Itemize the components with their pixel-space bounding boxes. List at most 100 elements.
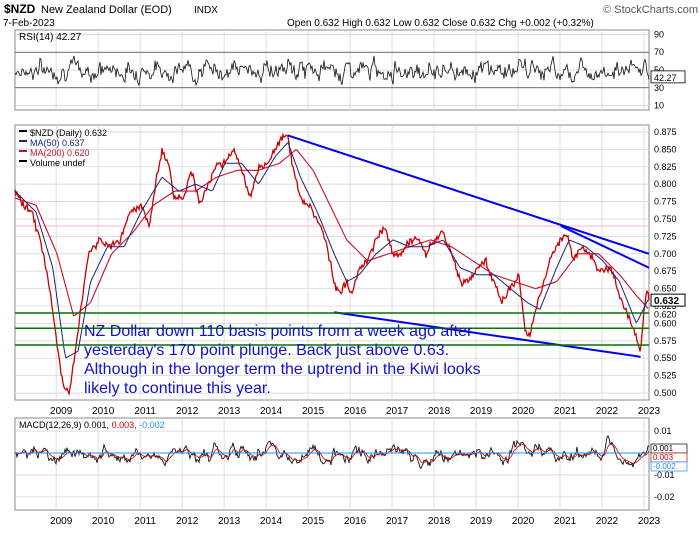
- price-x-label: 2013: [218, 406, 241, 417]
- legend-entry: MA(50) 0.637: [30, 138, 85, 148]
- annotation-line: yesterday's 170 point plunge. Back just …: [84, 342, 449, 359]
- legend-swatch: [19, 140, 27, 142]
- rsi-legend: RSI(14) 42.27: [19, 32, 82, 43]
- price-value-text: 0.632: [654, 296, 679, 307]
- price-tick-label: 0.700: [654, 249, 677, 259]
- quote-line: Open 0.632 High 0.632 Low 0.632 Close 0.…: [287, 18, 594, 29]
- watermark: © StockCharts.com: [603, 4, 698, 16]
- macd-panel: MACD(12,26,9) 0.001, 0.003, -0.002 0.01 0…: [14, 417, 688, 527]
- price-line: [14, 132, 650, 397]
- rsi-tick-label: 90: [654, 29, 664, 39]
- macd-x-label: 2021: [554, 516, 577, 527]
- ma50-line: [14, 141, 649, 359]
- price-x-label: 2018: [428, 406, 451, 417]
- macd-x-label: 2023: [638, 516, 661, 527]
- macd-value-text: -0.002: [653, 462, 676, 471]
- price-tick-label: 0.825: [654, 162, 677, 172]
- date-label: 7-Feb-2023: [3, 18, 55, 29]
- macd-legend-part: 0.003,: [112, 420, 140, 430]
- price-tick-label: 0.650: [654, 284, 677, 294]
- annotation-line: NZ Dollar down 110 basis points from a w…: [84, 323, 473, 340]
- exchange-label: INDX: [194, 5, 218, 16]
- price-x-label: 2021: [554, 406, 577, 417]
- macd-x-label: 2009: [50, 516, 73, 527]
- rsi-tick-label: 70: [654, 47, 664, 57]
- macd-x-label: 2016: [344, 516, 367, 527]
- symbol-label: $NZD: [4, 2, 36, 16]
- macd-value-text: 0.003: [653, 453, 674, 462]
- macd-legend: MACD(12,26,9) 0.001, 0.003, -0.002: [19, 420, 165, 430]
- rsi-value-text: 42.27: [654, 73, 677, 83]
- macd-signal-line: [14, 443, 650, 465]
- price-x-label: 2015: [302, 406, 325, 417]
- macd-frame: [14, 417, 650, 511]
- macd-x-label: 2022: [596, 516, 619, 527]
- price-x-label: 2017: [386, 406, 409, 417]
- price-tick-label: 0.600: [654, 318, 677, 328]
- macd-tick-label: 0.01: [654, 426, 672, 436]
- rsi-tick-label: 10: [654, 101, 664, 111]
- macd-line: [14, 434, 650, 470]
- price-x-label: 2016: [344, 406, 367, 417]
- price-x-label: 2023: [638, 406, 661, 417]
- price-x-label: 2019: [470, 406, 493, 417]
- price-tick-label: 0.800: [654, 179, 677, 189]
- macd-tick-label: -0.01: [654, 470, 675, 480]
- macd-x-label: 2018: [428, 516, 451, 527]
- macd-value-text: 0.001: [653, 444, 674, 453]
- price-x-label: 2020: [512, 406, 535, 417]
- price-tick-label: 0.750: [654, 214, 677, 224]
- macd-x-label: 2019: [470, 516, 493, 527]
- macd-x-label: 2010: [92, 516, 115, 527]
- legend-swatch: [19, 130, 27, 132]
- price-x-label: 2022: [596, 406, 619, 417]
- macd-legend-part: -0.002: [139, 420, 165, 430]
- legend-swatch: [19, 150, 27, 152]
- price-x-label: 2009: [50, 406, 73, 417]
- ma200-value-text: 0.620: [654, 309, 677, 319]
- legend-entry: MA(200) 0.620: [30, 148, 90, 158]
- macd-x-label: 2017: [386, 516, 409, 527]
- legend-swatch: [19, 160, 27, 162]
- trendline-1: [287, 134, 650, 255]
- trendline-2: [560, 225, 650, 269]
- macd-x-label: 2012: [176, 516, 199, 527]
- price-tick-label: 0.500: [654, 388, 677, 398]
- price-tick-label: 0.850: [654, 144, 677, 154]
- rsi-tick-label: 30: [654, 83, 664, 93]
- price-frame: [14, 124, 650, 401]
- price-tick-label: 0.575: [654, 336, 677, 346]
- trendline-3: [333, 311, 641, 358]
- macd-legend-part: 0.001,: [84, 420, 112, 430]
- legend-entry: Volume undef: [30, 158, 86, 168]
- macd-x-label: 2013: [218, 516, 241, 527]
- rsi-value-tag: [650, 70, 686, 84]
- price-tick-label: 0.675: [654, 266, 677, 276]
- price-tick-label: 0.550: [654, 353, 677, 363]
- macd-legend-part: MACD(12,26,9): [19, 420, 84, 430]
- instrument-name: New Zealand Dollar (EOD): [41, 4, 172, 16]
- macd-x-label: 2014: [260, 516, 283, 527]
- price-tick-label: 0.775: [654, 197, 677, 207]
- macd-x-label: 2015: [302, 516, 325, 527]
- price-tick-label: 0.725: [654, 231, 677, 241]
- price-x-label: 2014: [260, 406, 283, 417]
- annotation-line: Although in the longer term the uptrend …: [84, 361, 481, 378]
- price-tick-label: 0.875: [654, 127, 677, 137]
- price-x-label: 2011: [134, 406, 156, 417]
- macd-tick-label: -0.02: [654, 492, 675, 502]
- rsi-line: [14, 55, 650, 87]
- price-x-label: 2010: [92, 406, 115, 417]
- price-x-label: 2012: [176, 406, 199, 417]
- price-value-tag: [650, 293, 686, 307]
- price-tick-label: 0.525: [654, 371, 677, 381]
- macd-x-label: 2011: [134, 516, 156, 527]
- legend-entry: $NZD (Daily) 0.632: [30, 128, 107, 138]
- rsi-tick-label: 50: [654, 65, 664, 75]
- macd-value-tag: [650, 461, 688, 472]
- rsi-panel: RSI(14) 42.27 90 70 50 30 10 42.27: [14, 29, 686, 111]
- macd-x-label: 2020: [512, 516, 535, 527]
